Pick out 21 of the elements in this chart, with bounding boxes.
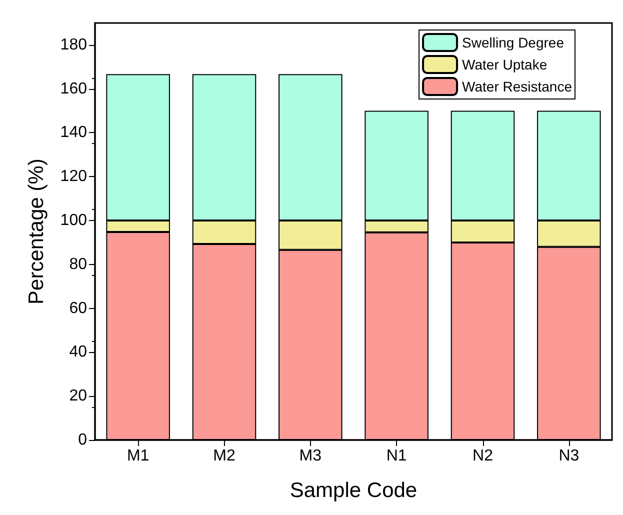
y-tick-label: 140 [60, 124, 88, 142]
y-tick-label: 160 [60, 80, 88, 98]
y-tick-label: 80 [69, 256, 88, 273]
legend-label: Swelling Degree [462, 34, 564, 50]
x-tick-label: M1 [126, 448, 150, 464]
x-tick-label: N3 [558, 448, 580, 464]
x-axis-title: Sample Code [290, 479, 418, 502]
legend-label: Water Resistance [462, 78, 572, 94]
x-tick-label: N2 [472, 448, 494, 464]
y-tick-label: 100 [60, 212, 88, 230]
y-tick-label: 120 [60, 168, 88, 186]
x-tick-label: N1 [386, 448, 407, 464]
y-axis-title: Percentage (%) [25, 158, 48, 304]
y-tick-label: 60 [69, 300, 88, 317]
y-tick-label: 20 [69, 388, 88, 405]
y-tick-label: 0 [78, 432, 88, 448]
x-tick-label: M2 [213, 448, 236, 464]
x-tick-label: M3 [299, 448, 322, 464]
y-tick-label: 40 [69, 344, 88, 361]
legend-label: Water Uptake [462, 56, 548, 72]
y-tick-label: 180 [60, 36, 88, 54]
